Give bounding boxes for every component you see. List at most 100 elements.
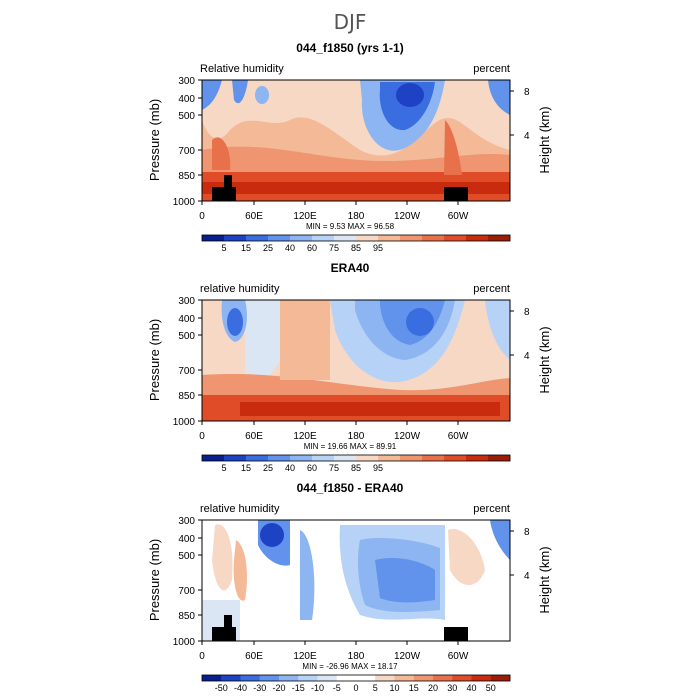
x-tick-label: 120E	[293, 431, 317, 442]
y-tick-label: 400	[178, 534, 195, 545]
y-tick-label: 700	[178, 586, 195, 597]
colorbar-swatch	[356, 455, 379, 461]
colorbar-tick-label: 85	[351, 243, 361, 253]
y-tick-label: 500	[178, 111, 195, 122]
colorbar-swatch	[202, 675, 222, 681]
contour-region	[375, 558, 435, 603]
colorbar-swatch	[298, 675, 318, 681]
colorbar-swatch	[452, 675, 472, 681]
colorbar-tick-label: 30	[447, 683, 457, 693]
chart-title: ERA40	[331, 261, 370, 275]
colorbar-swatch	[466, 455, 489, 461]
contour-region	[260, 523, 284, 547]
figure-title: DJF	[333, 10, 367, 34]
contour-region	[202, 182, 510, 194]
x-tick-label: 0	[199, 651, 205, 662]
colorbar-tick-label: 25	[263, 243, 273, 253]
variable-label: relative humidity	[200, 283, 280, 295]
x-tick-label: 180	[348, 211, 365, 222]
variable-label: Relative humidity	[200, 63, 284, 75]
colorbar-swatch	[444, 235, 467, 241]
colorbar-tick-label: 0	[353, 683, 358, 693]
colorbar-swatch	[488, 235, 511, 241]
colorbar-swatch	[221, 675, 241, 681]
colorbar-swatch	[268, 455, 291, 461]
colorbar-swatch	[356, 675, 376, 681]
colorbar-frame	[201, 234, 511, 242]
field-contours	[202, 300, 510, 421]
contour-region	[488, 80, 510, 115]
colorbar-swatch	[202, 235, 225, 241]
colorbar-tick-label: 95	[373, 243, 383, 253]
colorbar-tick-label: -30	[253, 683, 266, 693]
y-axis-label: Pressure (mb)	[147, 99, 162, 181]
colorbar-tick-label: 10	[389, 683, 399, 693]
colorbar-tick-label: 15	[241, 463, 251, 473]
height-tick-label: 8	[524, 307, 530, 318]
topography-block	[224, 615, 232, 641]
x-tick-label: 120E	[293, 651, 317, 662]
colorbar-swatch	[490, 675, 511, 681]
colorbar-tick-label: -10	[311, 683, 324, 693]
contour-region	[212, 524, 233, 591]
chart-panel-3: 044_f1850 - ERA40 relative humidity percen…	[147, 481, 552, 693]
x-tick-label: 60W	[448, 651, 469, 662]
colorbar: 5 15 25 40 60 75 85 95	[201, 234, 511, 253]
colorbar-swatch	[246, 235, 269, 241]
contour-region	[202, 80, 222, 110]
x-tick-label: 60E	[245, 211, 263, 222]
height-axis-label: Height (km)	[537, 326, 552, 393]
colorbar-tick-label: -20	[272, 683, 285, 693]
colorbar-swatch	[466, 235, 489, 241]
y-tick-label: 300	[178, 296, 195, 307]
colorbar-swatch	[268, 235, 291, 241]
x-tick-label: 180	[348, 651, 365, 662]
topography-mask	[212, 175, 468, 201]
colorbar-frame	[201, 674, 511, 682]
topography-block	[444, 187, 468, 201]
height-tick-label: 8	[524, 87, 530, 98]
colorbar-swatch	[422, 235, 445, 241]
colorbar-tick-label: 15	[409, 683, 419, 693]
x-tick-label: 120W	[394, 651, 421, 662]
y-axis-label: Pressure (mb)	[147, 539, 162, 621]
colorbar-swatch	[336, 675, 357, 681]
colorbar: -50 -40 -30 -20 -15 -10 -5 0 5 10 15 20 30 40 50	[201, 674, 511, 693]
colorbar-tick-label: 60	[307, 463, 317, 473]
colorbar-swatch	[400, 455, 423, 461]
colorbar: 5 15 25 40 60 75 85 95	[201, 454, 511, 473]
colorbar-tick-label: 40	[285, 243, 295, 253]
x-tick-label: 60W	[448, 431, 469, 442]
field-contours	[202, 520, 510, 641]
variable-label: relative humidity	[200, 503, 280, 515]
units-label: percent	[473, 503, 510, 515]
contour-region	[212, 137, 231, 170]
y-tick-label: 850	[178, 391, 195, 402]
y-tick-label: 500	[178, 551, 195, 562]
colorbar-tick-label: 85	[351, 463, 361, 473]
topography-block	[444, 627, 468, 641]
x-tick-label: 120E	[293, 211, 317, 222]
colorbar-swatch	[422, 455, 445, 461]
colorbar-swatch	[290, 235, 313, 241]
colorbar-tick-label: -40	[234, 683, 247, 693]
colorbar-tick-label: 60	[307, 243, 317, 253]
x-tick-label: 60E	[245, 651, 263, 662]
colorbar-tick-label: 50	[486, 683, 496, 693]
contour-region	[300, 530, 315, 620]
height-axis-label: Height (km)	[537, 106, 552, 173]
colorbar-swatch	[240, 675, 260, 681]
x-tick-label: 120W	[394, 431, 421, 442]
contour-region	[240, 402, 500, 416]
colorbar-tick-label: 75	[329, 243, 339, 253]
colorbar-swatch	[471, 675, 491, 681]
colorbar-swatch	[259, 675, 280, 681]
colorbar-swatch	[224, 235, 247, 241]
colorbar-swatch	[246, 455, 269, 461]
colorbar-swatch	[400, 235, 423, 241]
contour-region	[227, 308, 243, 336]
colorbar-swatch	[433, 675, 453, 681]
contour-region	[448, 529, 485, 585]
